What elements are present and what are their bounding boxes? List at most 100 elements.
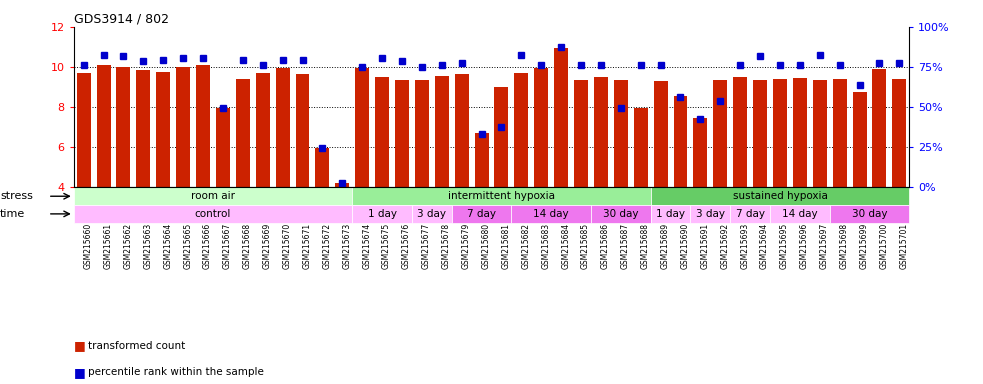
Text: GSM215679: GSM215679 — [462, 223, 471, 269]
Text: GSM215662: GSM215662 — [124, 223, 133, 269]
Text: GSM215685: GSM215685 — [581, 223, 590, 269]
Text: GSM215687: GSM215687 — [621, 223, 630, 269]
Bar — [511, 205, 591, 223]
Text: time: time — [0, 209, 26, 219]
Text: GSM215668: GSM215668 — [243, 223, 252, 269]
Text: GSM215675: GSM215675 — [382, 223, 391, 269]
Text: GSM215696: GSM215696 — [800, 223, 809, 269]
Bar — [770, 205, 830, 223]
Bar — [893, 79, 906, 187]
Bar — [137, 70, 150, 187]
Text: GSM215672: GSM215672 — [322, 223, 331, 269]
Bar — [773, 79, 787, 187]
Bar — [196, 65, 210, 187]
Bar — [591, 205, 651, 223]
Text: GSM215689: GSM215689 — [661, 223, 669, 269]
Bar — [376, 77, 389, 187]
Bar — [514, 73, 528, 187]
Bar — [793, 78, 807, 187]
Text: percentile rank within the sample: percentile rank within the sample — [88, 367, 264, 377]
Text: intermittent hypoxia: intermittent hypoxia — [448, 191, 555, 201]
Bar — [594, 77, 607, 187]
Text: GSM215683: GSM215683 — [542, 223, 550, 269]
Text: 1 day: 1 day — [368, 209, 396, 219]
Bar — [96, 65, 110, 187]
Text: GSM215692: GSM215692 — [721, 223, 729, 269]
Bar — [395, 80, 409, 187]
Bar — [412, 205, 452, 223]
Text: GSM215664: GSM215664 — [163, 223, 172, 269]
Text: 3 day: 3 day — [696, 209, 724, 219]
Text: sustained hypoxia: sustained hypoxia — [732, 191, 828, 201]
Text: GSM215666: GSM215666 — [203, 223, 212, 269]
Bar — [117, 67, 131, 187]
Text: GSM215671: GSM215671 — [303, 223, 312, 269]
Bar — [352, 187, 651, 205]
Text: GDS3914 / 802: GDS3914 / 802 — [74, 13, 169, 26]
Bar — [275, 68, 290, 187]
Bar — [74, 205, 352, 223]
Bar — [156, 72, 170, 187]
Bar — [355, 68, 370, 187]
Bar — [77, 73, 90, 187]
Bar — [494, 87, 508, 187]
Text: GSM215669: GSM215669 — [262, 223, 271, 269]
Text: 7 day: 7 day — [735, 209, 765, 219]
Bar — [236, 79, 250, 187]
Bar — [690, 205, 730, 223]
Text: 30 day: 30 day — [851, 209, 888, 219]
Text: GSM215688: GSM215688 — [641, 223, 650, 269]
Text: 14 day: 14 day — [782, 209, 818, 219]
Text: GSM215673: GSM215673 — [342, 223, 351, 269]
Bar — [714, 80, 727, 187]
Bar — [634, 108, 648, 187]
Bar — [415, 80, 429, 187]
Text: 3 day: 3 day — [418, 209, 446, 219]
Bar — [654, 81, 667, 187]
Text: GSM215665: GSM215665 — [183, 223, 192, 269]
Bar — [316, 148, 329, 187]
Text: GSM215700: GSM215700 — [880, 223, 889, 269]
Text: GSM215699: GSM215699 — [859, 223, 869, 269]
Text: GSM215660: GSM215660 — [84, 223, 92, 269]
Text: 7 day: 7 day — [467, 209, 496, 219]
Text: GSM215698: GSM215698 — [839, 223, 848, 269]
Bar — [733, 77, 747, 187]
Bar — [335, 184, 349, 187]
Text: GSM215676: GSM215676 — [402, 223, 411, 269]
Bar — [833, 79, 846, 187]
Text: GSM215682: GSM215682 — [521, 223, 531, 269]
Text: 1 day: 1 day — [656, 209, 685, 219]
Bar — [74, 187, 352, 205]
Text: GSM215674: GSM215674 — [362, 223, 372, 269]
Text: GSM215701: GSM215701 — [899, 223, 908, 269]
Bar — [673, 96, 687, 187]
Bar — [693, 118, 708, 187]
Bar — [730, 205, 770, 223]
Bar — [256, 73, 269, 187]
Bar — [852, 92, 866, 187]
Text: ■: ■ — [74, 366, 86, 379]
Bar — [216, 108, 230, 187]
Bar — [873, 69, 887, 187]
Bar — [651, 187, 909, 205]
Bar — [554, 48, 568, 187]
Bar — [613, 80, 628, 187]
Bar — [813, 80, 827, 187]
Text: GSM215697: GSM215697 — [820, 223, 829, 269]
Text: GSM215677: GSM215677 — [422, 223, 431, 269]
Text: GSM215661: GSM215661 — [103, 223, 113, 269]
Text: ■: ■ — [74, 339, 86, 352]
Bar — [753, 80, 767, 187]
Bar — [296, 74, 310, 187]
Bar — [455, 74, 469, 187]
Text: GSM215691: GSM215691 — [700, 223, 710, 269]
Bar — [535, 68, 549, 187]
Text: GSM215678: GSM215678 — [441, 223, 451, 269]
Text: GSM215667: GSM215667 — [223, 223, 232, 269]
Bar — [352, 205, 412, 223]
Text: stress: stress — [0, 191, 33, 201]
Text: GSM215663: GSM215663 — [144, 223, 152, 269]
Bar — [830, 205, 909, 223]
Text: GSM215680: GSM215680 — [482, 223, 491, 269]
